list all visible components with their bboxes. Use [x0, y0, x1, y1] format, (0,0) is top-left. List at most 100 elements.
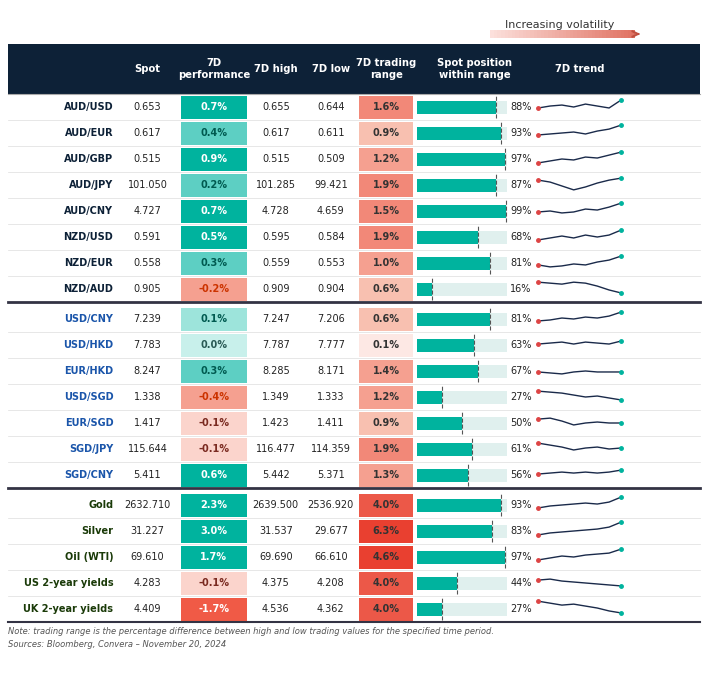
Text: 81%: 81% — [510, 258, 532, 268]
Text: EUR/SGD: EUR/SGD — [64, 418, 113, 428]
Bar — [181, 598, 247, 620]
Bar — [8, 224, 700, 250]
Text: 0.2%: 0.2% — [200, 180, 227, 190]
Text: AUD/USD: AUD/USD — [64, 102, 113, 112]
Text: 0.3%: 0.3% — [200, 366, 227, 376]
Bar — [584, 30, 588, 38]
Bar — [181, 520, 247, 543]
Bar — [515, 30, 519, 38]
Text: Silver: Silver — [81, 526, 113, 536]
Text: 7.247: 7.247 — [262, 314, 290, 324]
Text: 0.4%: 0.4% — [200, 128, 227, 138]
Bar — [359, 333, 413, 356]
Bar — [595, 30, 599, 38]
Text: 7.787: 7.787 — [262, 340, 290, 350]
Bar — [359, 307, 413, 330]
Text: 68%: 68% — [510, 232, 532, 242]
Bar — [8, 120, 700, 146]
Text: 4.6%: 4.6% — [372, 552, 400, 562]
Text: 0.5%: 0.5% — [200, 232, 227, 242]
Bar — [8, 596, 700, 622]
Bar — [8, 436, 700, 462]
Text: Note: trading range is the percentage difference between high and low trading va: Note: trading range is the percentage di… — [8, 627, 494, 636]
Text: AUD/GBP: AUD/GBP — [64, 154, 113, 164]
Text: 2632.710: 2632.710 — [125, 500, 171, 510]
Bar — [566, 30, 570, 38]
Text: 0.904: 0.904 — [317, 284, 345, 294]
Text: 1.411: 1.411 — [317, 418, 345, 428]
Bar — [417, 101, 508, 114]
Text: 0.617: 0.617 — [262, 128, 290, 138]
Text: 4.0%: 4.0% — [372, 604, 400, 614]
Bar — [541, 30, 544, 38]
Text: 0.0%: 0.0% — [200, 340, 227, 350]
Bar — [519, 30, 523, 38]
Bar — [417, 152, 508, 165]
Text: 81%: 81% — [510, 314, 532, 324]
Text: 0.1%: 0.1% — [372, 340, 400, 350]
Bar — [552, 30, 555, 38]
Bar — [581, 30, 584, 38]
Bar — [577, 30, 581, 38]
Bar — [359, 571, 413, 594]
Text: 83%: 83% — [510, 526, 532, 536]
Text: 0.617: 0.617 — [134, 128, 161, 138]
Bar — [359, 411, 413, 435]
Bar — [606, 30, 610, 38]
Text: -0.4%: -0.4% — [198, 392, 229, 402]
Bar — [359, 199, 413, 222]
Text: 1.349: 1.349 — [262, 392, 290, 402]
Bar — [181, 437, 247, 460]
Text: USD/CNY: USD/CNY — [64, 314, 113, 324]
Text: -1.7%: -1.7% — [198, 604, 229, 614]
Bar — [610, 30, 613, 38]
Bar — [181, 122, 247, 145]
Text: 7.206: 7.206 — [317, 314, 345, 324]
Bar — [181, 199, 247, 222]
Bar — [359, 277, 413, 301]
Bar — [417, 551, 505, 564]
Text: AUD/EUR: AUD/EUR — [64, 128, 113, 138]
Bar — [417, 364, 508, 377]
Text: 0.3%: 0.3% — [200, 258, 227, 268]
Bar — [417, 443, 472, 456]
Text: 0.7%: 0.7% — [200, 206, 227, 216]
Bar — [417, 339, 474, 352]
Bar — [8, 44, 700, 94]
Text: 0.9%: 0.9% — [372, 418, 400, 428]
Text: 27%: 27% — [510, 392, 532, 402]
Text: -0.1%: -0.1% — [198, 444, 229, 454]
Bar — [417, 152, 505, 165]
Text: 61%: 61% — [510, 444, 532, 454]
Text: 67%: 67% — [510, 366, 532, 376]
Bar — [8, 462, 700, 488]
Bar — [417, 443, 508, 456]
Bar — [359, 598, 413, 620]
Text: 7.777: 7.777 — [316, 340, 345, 350]
Bar — [8, 306, 700, 332]
Text: 1.3%: 1.3% — [372, 470, 400, 480]
Bar — [523, 30, 526, 38]
Bar — [8, 172, 700, 198]
Bar — [8, 544, 700, 570]
Bar — [417, 577, 508, 590]
Bar — [417, 416, 462, 430]
Bar — [359, 148, 413, 171]
Bar — [417, 339, 508, 352]
Bar — [512, 30, 515, 38]
Text: 1.333: 1.333 — [317, 392, 345, 402]
Text: 93%: 93% — [510, 500, 532, 510]
Text: 0.595: 0.595 — [262, 232, 290, 242]
Bar — [570, 30, 573, 38]
Bar — [508, 30, 512, 38]
Text: Sources: Bloomberg, Convera – November 20, 2024: Sources: Bloomberg, Convera – November 2… — [8, 640, 227, 649]
Bar — [620, 30, 624, 38]
Bar — [417, 178, 508, 192]
Text: 0.9%: 0.9% — [372, 128, 400, 138]
Bar — [537, 30, 541, 38]
Text: 97%: 97% — [510, 154, 532, 164]
Text: 5.442: 5.442 — [262, 470, 290, 480]
Text: 4.728: 4.728 — [262, 206, 290, 216]
Bar — [417, 551, 508, 564]
Bar — [181, 95, 247, 118]
